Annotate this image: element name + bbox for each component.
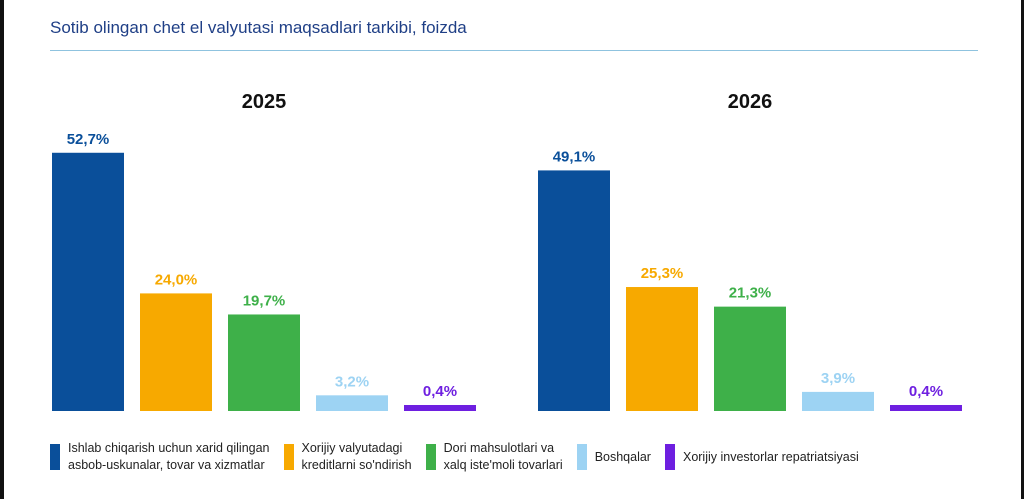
bar-2025-1 — [52, 152, 124, 411]
legend-swatch-4 — [576, 444, 587, 470]
title-divider — [50, 50, 978, 51]
data-label-2025-1: 52,7% — [67, 131, 110, 148]
bar-2025-5 — [404, 405, 476, 411]
group-label-2025: 2025 — [242, 91, 287, 113]
bar-2026-5 — [890, 405, 962, 411]
legend-label-1: Ishlab chiqarish uchun xarid qilingan as… — [68, 441, 270, 472]
bar-2025-2 — [140, 293, 212, 411]
legend-label-2: Xorijiy valyutadagi kreditlarni so'ndiri… — [301, 441, 412, 472]
bar-2026-4 — [802, 391, 874, 411]
bar-2026-3 — [714, 306, 786, 411]
bar-2026-2 — [626, 287, 698, 411]
bar-2025-3 — [228, 314, 300, 411]
chart-legend: Ishlab chiqarish uchun xarid qilingan as… — [50, 437, 985, 477]
legend-item-1: Ishlab chiqarish uchun xarid qilingan as… — [50, 440, 270, 474]
legend-swatch-5 — [664, 444, 675, 470]
data-label-2025-5: 0,4% — [423, 383, 457, 400]
legend-swatch-2 — [283, 444, 294, 470]
data-label-2026-1: 49,1% — [553, 148, 596, 165]
data-label-2026-4: 3,9% — [821, 370, 855, 387]
legend-item-3: Dori mahsulotlari va xalq iste'moli tova… — [425, 440, 563, 474]
legend-label-4: Boshqalar — [594, 449, 651, 464]
legend-swatch-3 — [425, 444, 436, 470]
legend-item-2: Xorijiy valyutadagi kreditlarni so'ndiri… — [283, 440, 412, 474]
data-label-2025-2: 24,0% — [155, 271, 198, 288]
left-frame-edge — [0, 0, 4, 499]
legend-swatch-1 — [50, 444, 60, 470]
data-label-2026-2: 25,3% — [641, 265, 684, 282]
chart-title: Sotib olingan chet el valyutasi maqsadla… — [50, 18, 467, 37]
data-label-2026-3: 21,3% — [729, 285, 772, 302]
legend-item-5: Xorijiy investorlar repatriatsiyasi — [664, 444, 859, 470]
legend-label-5: Xorijiy investorlar repatriatsiyasi — [682, 449, 859, 464]
bar-chart: 2025 52,7% 24,0% 19,7% 3,2% 0,4% 2026 49,1% 25,3… — [52, 91, 962, 411]
data-label-2025-4: 3,2% — [335, 373, 369, 390]
legend-item-4: Boshqalar — [576, 444, 651, 470]
legend-label-3: Dori mahsulotlari va xalq iste'moli tova… — [443, 441, 563, 472]
bar-2025-4 — [316, 395, 388, 411]
bar-2026-1 — [538, 170, 610, 411]
data-label-2026-5: 0,4% — [909, 383, 943, 400]
data-label-2025-3: 19,7% — [243, 292, 286, 309]
group-label-2026: 2026 — [728, 91, 773, 113]
right-frame-edge — [1021, 0, 1024, 499]
